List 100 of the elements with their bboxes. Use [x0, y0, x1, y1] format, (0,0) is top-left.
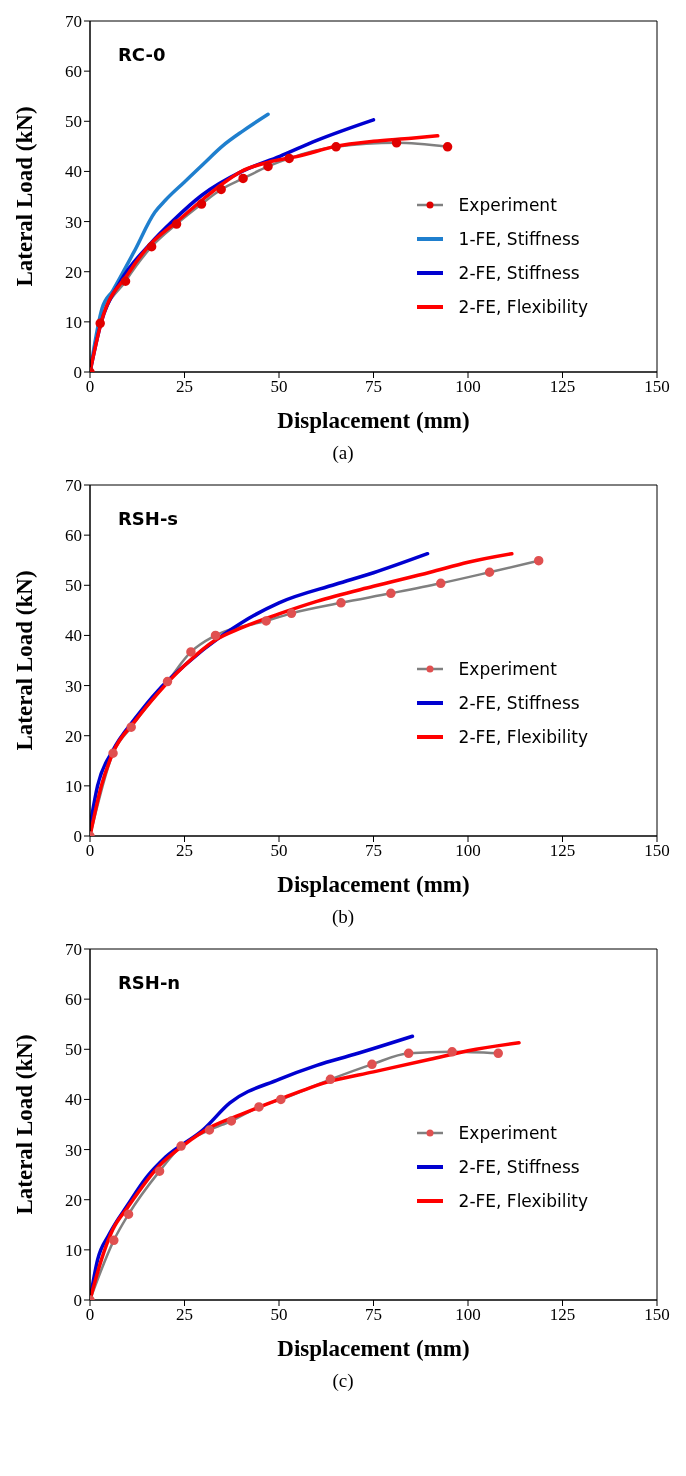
point — [403, 1048, 414, 1059]
point — [196, 199, 207, 209]
x-axis-title: Displacement (mm) — [277, 872, 470, 897]
x-tick-label: 100 — [455, 1305, 481, 1325]
legend-label: Experiment — [458, 195, 557, 215]
point — [123, 1209, 134, 1220]
y-tick-label: 30 — [65, 1140, 82, 1160]
y-tick-label: 40 — [65, 1090, 82, 1110]
x-tick-label: 100 — [455, 377, 481, 397]
x-tick-label: 50 — [270, 1305, 288, 1325]
point — [204, 1125, 215, 1135]
point — [126, 722, 136, 732]
point — [391, 138, 402, 148]
point — [146, 241, 157, 252]
y-tick-label: 30 — [65, 676, 82, 696]
text: (c) — [331, 1370, 355, 1392]
y-tick-label: 40 — [65, 626, 82, 646]
x-tick-label: 100 — [455, 841, 481, 861]
x-tick-label: 125 — [549, 1305, 576, 1325]
text: (a) — [331, 442, 355, 464]
point — [176, 1141, 186, 1151]
x-tick-label: 25 — [176, 841, 193, 861]
x-tick-label: 150 — [644, 1305, 670, 1325]
text: RSH-n — [118, 972, 181, 993]
x-tick-label: 75 — [365, 841, 382, 861]
y-tick-label: 10 — [65, 312, 82, 332]
y-tick-label: 10 — [65, 1240, 82, 1260]
point — [276, 1094, 286, 1105]
text: (b) — [330, 906, 356, 928]
x-tick-label: 125 — [549, 377, 576, 397]
y-tick-label: 20 — [65, 1190, 82, 1210]
point — [263, 161, 273, 172]
point — [442, 142, 453, 152]
y-tick-label: 70 — [65, 12, 82, 32]
x-tick-label: 75 — [365, 1305, 382, 1325]
point — [286, 608, 297, 619]
point — [447, 1047, 457, 1057]
point — [325, 1074, 336, 1085]
y-tick-label: 50 — [65, 576, 82, 596]
y-tick-label: 60 — [65, 526, 82, 546]
point — [331, 142, 341, 152]
point — [367, 1059, 377, 1070]
y-tick-label: 10 — [65, 776, 82, 796]
x-tick-label: 25 — [176, 377, 193, 397]
x-axis-title: Displacement (mm) — [277, 408, 470, 433]
point — [95, 318, 105, 329]
x-tick-label: 150 — [644, 841, 670, 861]
point — [120, 276, 131, 286]
y-tick-label: 0 — [73, 363, 82, 383]
y-tick-label: 70 — [65, 940, 82, 960]
point — [216, 184, 226, 195]
point — [493, 1048, 503, 1059]
y-axis-title: Lateral Load (kN) — [12, 1034, 38, 1215]
point — [284, 153, 294, 164]
text: RSH-s — [118, 508, 179, 529]
legend-label: Experiment — [458, 1123, 557, 1143]
legend-label: 2-FE, Stiffness — [458, 263, 580, 283]
point — [154, 1166, 165, 1176]
y-tick-label: 50 — [65, 112, 82, 132]
point — [386, 588, 396, 599]
point — [162, 676, 173, 687]
y-tick-label: 0 — [73, 827, 82, 847]
point — [484, 567, 495, 577]
y-tick-label: 0 — [73, 1291, 82, 1311]
point — [238, 173, 248, 184]
y-axis-title: Lateral Load (kN) — [12, 106, 38, 287]
y-tick-label: 60 — [65, 990, 82, 1010]
point — [171, 219, 182, 229]
point — [226, 1116, 237, 1126]
y-tick-label: 30 — [65, 212, 82, 232]
point — [108, 748, 118, 759]
point — [261, 616, 271, 626]
point — [336, 598, 346, 608]
y-tick-label: 20 — [65, 262, 82, 282]
x-axis-title: Displacement (mm) — [277, 1336, 470, 1361]
y-tick-label: 40 — [65, 162, 82, 182]
point — [533, 555, 544, 566]
legend-label: Experiment — [458, 659, 557, 679]
legend-label: 2-FE, Flexibility — [458, 297, 588, 317]
y-tick-label: 70 — [65, 476, 82, 496]
point — [186, 647, 196, 657]
text: RC-0 — [118, 44, 166, 65]
y-axis-title: Lateral Load (kN) — [12, 570, 38, 751]
y-tick-label: 20 — [65, 726, 82, 746]
point — [109, 1235, 119, 1246]
y-tick-label: 60 — [65, 62, 82, 82]
y-tick-label: 50 — [65, 1040, 82, 1060]
legend-label: 2-FE, Flexibility — [458, 727, 588, 747]
legend-label: 2-FE, Stiffness — [458, 1157, 580, 1177]
point — [210, 630, 221, 641]
point — [436, 578, 446, 589]
x-tick-label: 75 — [365, 377, 382, 397]
x-tick-label: 25 — [176, 1305, 193, 1325]
legend-label: 1-FE, Stiffness — [458, 229, 580, 249]
x-tick-label: 125 — [549, 841, 576, 861]
x-tick-label: 50 — [270, 841, 288, 861]
legend-label: 2-FE, Flexibility — [458, 1191, 588, 1211]
point — [254, 1102, 264, 1112]
legend-label: 2-FE, Stiffness — [458, 693, 580, 713]
x-tick-label: 150 — [644, 377, 670, 397]
